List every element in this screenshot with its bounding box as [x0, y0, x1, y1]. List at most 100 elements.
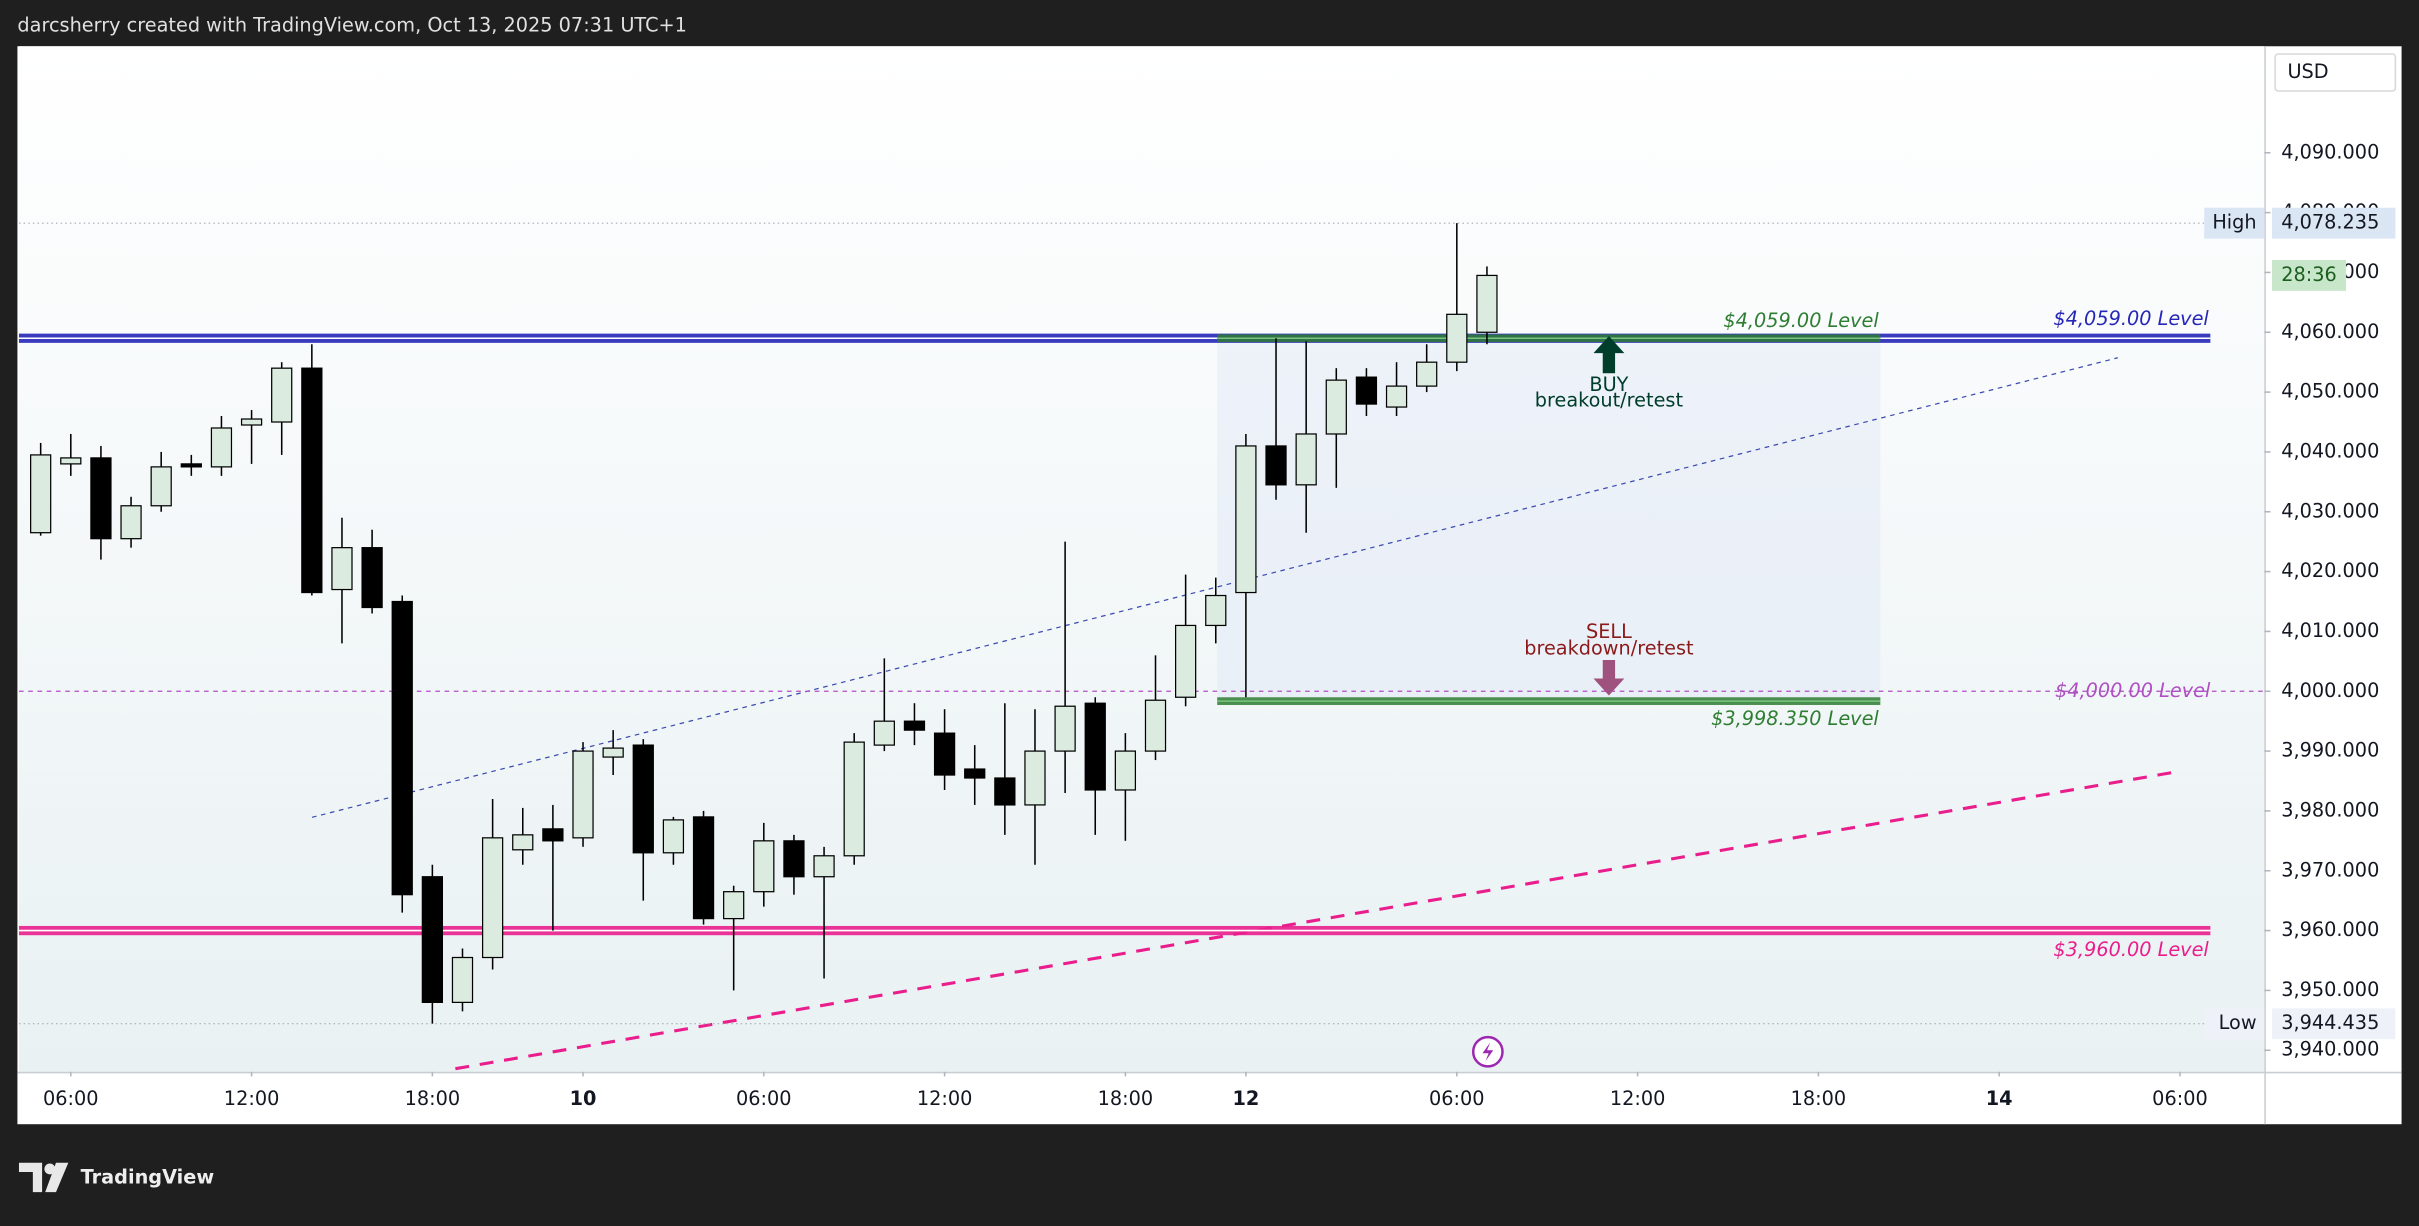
candle-body	[391, 600, 413, 896]
y-tick-label: 4,030.000	[2281, 499, 2379, 522]
y-tick-label: 4,010.000	[2281, 619, 2379, 642]
candle-body	[301, 367, 323, 594]
candle-body	[1265, 445, 1287, 486]
candle-body	[1024, 750, 1046, 806]
countdown-box	[2272, 259, 2347, 291]
y-tick-label: 3,950.000	[2281, 978, 2379, 1001]
x-tick-label: 06:00	[1429, 1087, 1485, 1110]
extreme-value-box	[2272, 1008, 2396, 1040]
candle-body	[421, 876, 444, 1003]
candle-body	[60, 457, 82, 465]
logo-mark	[18, 1162, 69, 1193]
trend-line	[455, 769, 2182, 1071]
candle-body	[271, 367, 293, 423]
level-label: $3,998.350 Level	[1711, 707, 1879, 730]
levels-layer: $4,059.00 Level $3,960.00 Level $4,000.00 …	[18, 307, 2265, 961]
candle-body	[30, 454, 52, 534]
candle-body	[361, 547, 383, 609]
plot-area	[18, 46, 2265, 1072]
extreme-name: High	[2212, 211, 2256, 234]
extreme-tag	[2204, 207, 2265, 239]
y-tick-label: 4,090.000	[2281, 140, 2379, 163]
candle-body	[753, 840, 775, 893]
candle-body	[632, 744, 654, 854]
candle-body	[783, 840, 805, 878]
candle-body	[180, 463, 202, 468]
header-text: darcsherry created with TradingView.com,…	[17, 14, 687, 37]
candle-body	[843, 741, 865, 857]
level-label: $4,059.00 Level	[1723, 309, 1879, 332]
candle-body	[933, 732, 956, 776]
candle-body	[120, 505, 142, 540]
axis-layer: 3,940.000 3,950.000 3,960.000 3,970.000 3,98…	[18, 140, 2396, 1110]
candle-body	[1416, 361, 1438, 387]
y-tick-label: 3,970.000	[2281, 858, 2379, 881]
candle-body	[1144, 699, 1167, 752]
x-tick-label: 14	[1986, 1087, 2013, 1110]
y-tick-label: 4,040.000	[2281, 439, 2379, 462]
x-tick-label: 18:00	[405, 1087, 461, 1110]
candle-body	[90, 457, 112, 540]
currency: USD	[2287, 60, 2328, 83]
buy-arrow	[1593, 336, 1625, 374]
candle-body	[1355, 376, 1378, 405]
candle-body	[542, 828, 564, 842]
y-tick-label: 3,990.000	[2281, 739, 2379, 762]
x-tick-label: 12:00	[917, 1087, 973, 1110]
candle-body	[873, 720, 895, 746]
candle-body	[602, 747, 624, 758]
event-icon-bolt	[1482, 1042, 1494, 1061]
annotation-text: breakout/retest	[1535, 388, 1684, 411]
y-tick-label: 3,940.000	[2281, 1038, 2379, 1061]
candle-body	[331, 547, 353, 591]
extreme-value: 3,944.435	[2281, 1011, 2379, 1034]
extreme-tag	[2204, 1008, 2265, 1040]
x-tick-label: 06:00	[2152, 1087, 2208, 1110]
candle-body	[903, 720, 926, 731]
candle-body	[1325, 379, 1347, 435]
candle-body	[1235, 445, 1257, 594]
x-tick-label: 06:00	[736, 1087, 792, 1110]
footer-logo-text: TradingView	[81, 1166, 215, 1189]
x-tick-label: 06:00	[43, 1087, 99, 1110]
currency-box[interactable]	[2274, 53, 2397, 92]
candle-body	[1295, 433, 1317, 486]
y-tick-label: 3,980.000	[2281, 798, 2379, 821]
candle-body	[1446, 313, 1468, 363]
x-tick-label: 10	[570, 1087, 597, 1110]
candle-body	[964, 768, 986, 779]
annotation-title: BUY	[1589, 373, 1628, 396]
y-tick-label: 3,960.000	[2281, 918, 2379, 941]
candle-body	[662, 819, 685, 854]
candle-body	[512, 834, 534, 851]
x-tick-label: 12:00	[224, 1087, 280, 1110]
candle-body	[813, 855, 835, 878]
candle-body	[240, 418, 263, 426]
candle-body	[1084, 702, 1106, 791]
candle-body	[572, 750, 594, 839]
y-tick-label: 4,020.000	[2281, 559, 2379, 582]
candle-body	[1476, 274, 1498, 333]
candle-body	[692, 816, 715, 920]
logo-dot	[44, 1163, 56, 1175]
candles-layer	[30, 223, 1498, 1024]
candle-body	[210, 427, 233, 468]
candle-body	[723, 891, 745, 920]
candle-body	[1054, 705, 1076, 752]
x-tick-label: 12:00	[1610, 1087, 1666, 1110]
candle-body	[481, 837, 504, 959]
level-label: $4,000.00 Level	[2055, 679, 2211, 702]
x-tick-label: 18:00	[1098, 1087, 1154, 1110]
candle-body	[1205, 594, 1227, 627]
annotation-text: breakdown/retest	[1524, 637, 1694, 660]
candle-body	[1114, 750, 1137, 791]
extreme-value-box	[2272, 207, 2396, 239]
annotation-title: SELL	[1586, 620, 1632, 643]
countdown: 28:36	[2281, 263, 2337, 286]
level-label: $4,059.00 Level	[2053, 307, 2209, 330]
candle-body	[150, 466, 172, 507]
y-tick-label: 4,050.000	[2281, 380, 2379, 403]
sell-arrow	[1593, 660, 1625, 696]
